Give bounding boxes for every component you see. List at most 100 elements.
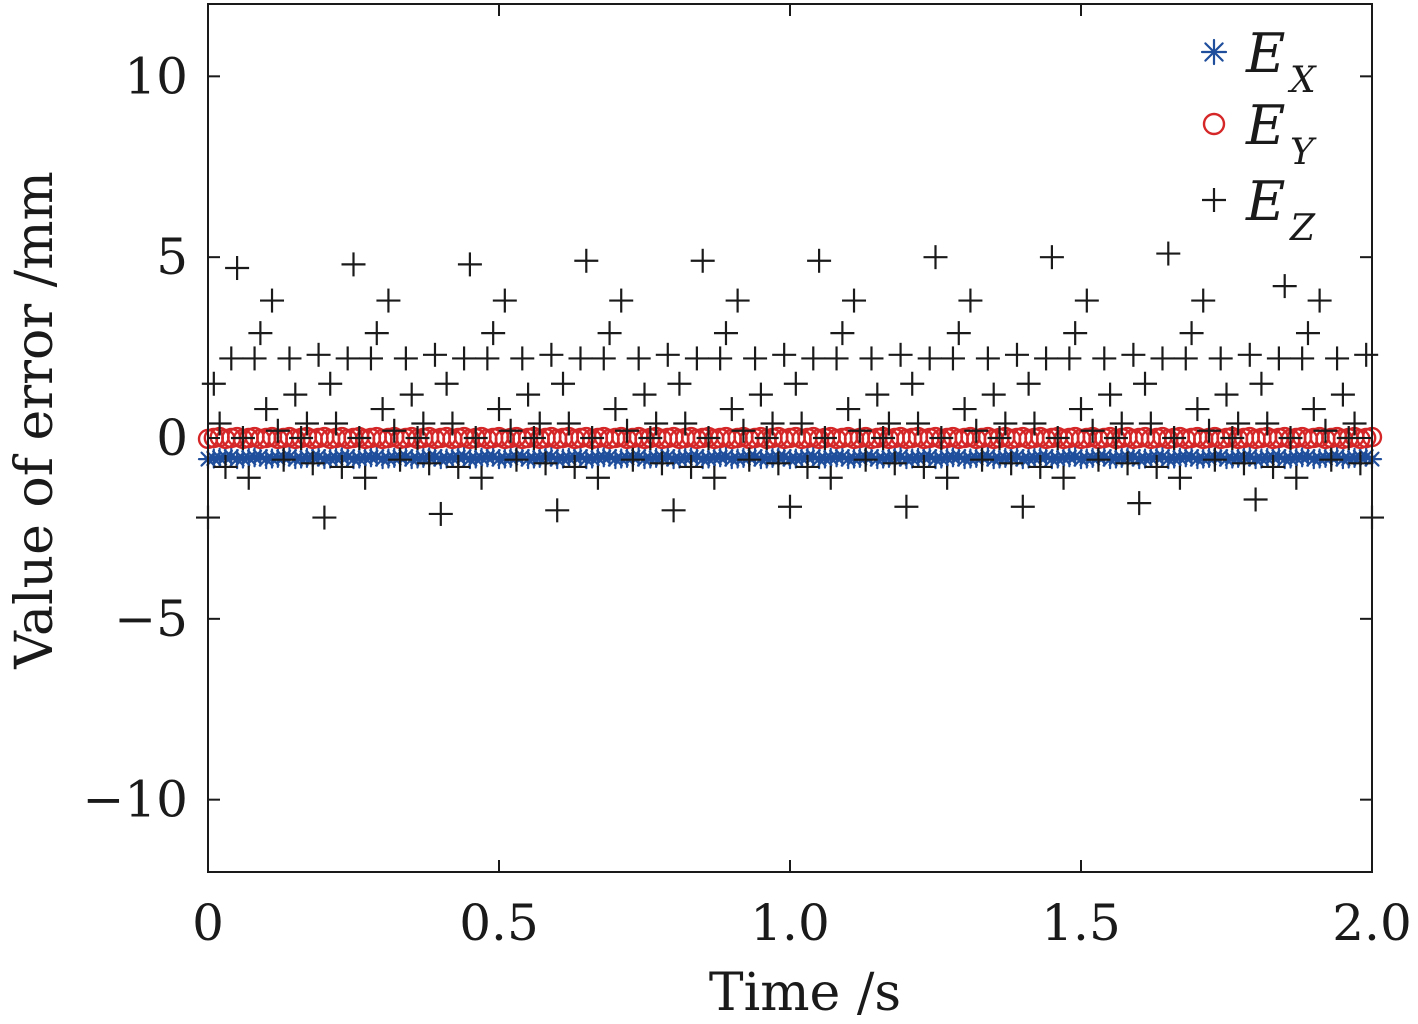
y-tick-label: −10 — [82, 771, 188, 829]
series-ez-point — [510, 346, 535, 371]
legend-label-main: E — [1245, 94, 1285, 157]
series-ez-point — [475, 346, 500, 371]
series-ez-point — [1109, 411, 1134, 436]
series-ez-point — [1191, 288, 1216, 313]
series-ez-point — [940, 346, 965, 371]
series-ez-point — [248, 321, 273, 346]
series-ez-point — [1121, 342, 1146, 367]
series-ez-point — [1336, 426, 1361, 450]
series-ez-point — [1319, 447, 1344, 472]
series-ez-point — [661, 498, 686, 523]
legend-label-sub: Z — [1289, 208, 1316, 249]
series-ez-point — [1057, 346, 1082, 371]
series-ez-point — [667, 371, 692, 396]
series-ez-point — [760, 411, 785, 436]
series-ez-point — [615, 418, 640, 443]
y-tick-label: 0 — [156, 409, 188, 467]
series-ez-point — [277, 346, 302, 371]
series-ez-point — [1202, 447, 1227, 472]
series-ez-point — [923, 245, 948, 270]
series-ez-point — [1092, 346, 1117, 371]
series-ez-point — [987, 426, 1012, 450]
series-ez-point — [975, 346, 1000, 371]
series-ez-point — [1162, 426, 1187, 450]
series-ez-point — [946, 321, 971, 346]
series-ez-point — [999, 451, 1024, 476]
series-ez-point — [1301, 397, 1326, 422]
series-ez-point — [271, 447, 296, 472]
series-ez-point — [1004, 342, 1029, 367]
series-ez-point — [1266, 346, 1291, 371]
series-ez-point — [487, 397, 511, 422]
series-ez-point — [836, 397, 861, 422]
series-ez-point — [1156, 241, 1181, 266]
series-ez-point — [981, 382, 1006, 407]
series-ez-point — [696, 426, 721, 450]
series-ez-point — [1103, 426, 1128, 450]
series-ez-point — [766, 451, 791, 476]
series-ez-point — [422, 342, 447, 367]
series-ez-point — [504, 447, 529, 472]
series-ez-point — [265, 418, 290, 443]
series-ez-point — [1290, 346, 1315, 371]
series-ez-point — [463, 426, 488, 450]
series-ez-point — [1150, 346, 1175, 371]
series-ez-point — [393, 346, 418, 371]
series-ez-point — [457, 252, 482, 277]
series-ez-point — [935, 465, 960, 490]
series-ez-point — [347, 426, 372, 450]
series-ez-point — [213, 454, 238, 479]
series-ez-point — [1237, 342, 1262, 367]
series-ez-point — [539, 342, 564, 367]
series-ez-point — [294, 411, 319, 436]
series-ez-point — [545, 498, 570, 523]
series-ez-point — [842, 288, 867, 313]
series-ez-point — [888, 342, 913, 367]
series-ez-point — [1115, 451, 1140, 476]
series-ez-point — [260, 288, 285, 313]
series-ez-point — [1255, 411, 1280, 436]
series-ez-point — [1034, 346, 1059, 371]
series-ez-point — [859, 346, 884, 371]
series-ez-point — [1086, 447, 1111, 472]
series-ez-point — [900, 371, 925, 396]
series-ez-point — [242, 346, 267, 371]
series-ez-point — [970, 447, 995, 472]
series-ez-point — [713, 321, 738, 346]
series-ez-point — [743, 346, 768, 371]
x-axis-title: Time /s — [709, 963, 901, 1023]
series-ez-point — [300, 451, 325, 476]
series-ez-point — [1307, 288, 1332, 313]
series-ez-point — [655, 342, 680, 367]
series-ez-point — [964, 418, 989, 443]
series-ez-point — [481, 321, 506, 346]
series-ez-point — [551, 371, 576, 396]
series-ez-point — [289, 426, 314, 450]
series-ez-point — [1261, 454, 1286, 479]
plot-area — [196, 3, 1384, 873]
series-ez-point — [649, 451, 674, 476]
series-ez-point — [521, 426, 546, 450]
series-ez-point — [906, 411, 931, 436]
legend-label-sub: X — [1287, 60, 1317, 101]
series-ez-point — [1226, 411, 1251, 436]
series-ez-point — [702, 465, 727, 490]
series-ez-point — [1080, 418, 1105, 443]
series-ez-point — [1069, 397, 1093, 422]
series-ez-point — [469, 465, 494, 490]
series-ez-point — [318, 371, 343, 396]
axis-ticks — [207, 4, 1373, 872]
series-ez-point — [527, 411, 552, 436]
series-ez-point — [1127, 491, 1152, 516]
series-ez-point — [1185, 397, 1210, 422]
series-ez-point — [626, 346, 651, 371]
series-ez-point — [498, 418, 523, 443]
series-ez-point — [329, 454, 354, 479]
series-ez-point — [632, 382, 657, 407]
series-ez-point — [428, 501, 453, 526]
series-ez-point — [1278, 426, 1303, 450]
x-tick-label: 0.5 — [459, 894, 539, 952]
series-ez-point — [929, 426, 954, 450]
series-ez-point — [399, 382, 424, 407]
